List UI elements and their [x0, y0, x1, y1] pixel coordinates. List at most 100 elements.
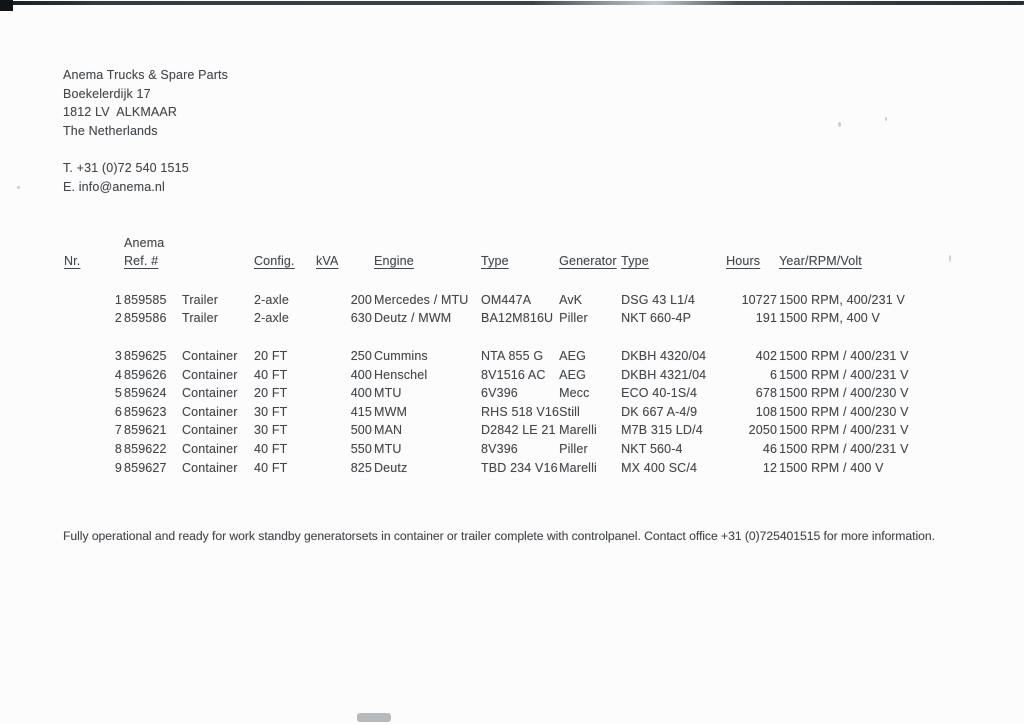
cell-body: Container [182, 423, 238, 438]
cell-ref: 859624 [124, 386, 167, 401]
cell-engine: MWM [374, 404, 408, 419]
table-row: 4 859626 Container 40 FT 400 Henschel 8V1516 A… [60, 363, 939, 382]
cell-engine-type: RHS 518 V16 [481, 404, 560, 419]
cell-nr: 1 [114, 292, 122, 307]
cell-hours: 191 [755, 311, 778, 326]
cell-config: 20 FT [254, 348, 288, 363]
cell-ref: 859623 [124, 404, 167, 419]
cell-hours: 108 [755, 404, 778, 419]
column-header-config: Config. [254, 254, 295, 269]
cell-nr: 2 [114, 311, 122, 326]
cell-nr: 3 [114, 348, 122, 363]
cell-year-rpm-volt: 1500 RPM / 400/231 V [779, 423, 909, 438]
scan-speck [885, 117, 887, 121]
cell-hours: 402 [755, 348, 778, 363]
cell-body: Container [182, 441, 238, 456]
cell-engine: Henschel [374, 367, 428, 382]
cell-year-rpm-volt: 1500 RPM / 400 V [779, 460, 884, 475]
cell-hours: 678 [755, 386, 778, 401]
cell-kva: 825 [350, 460, 372, 475]
table-header: Anema Nr. Ref. # Config. kVA Engine Type… [60, 231, 939, 269]
inventory-table: Anema Nr. Ref. # Config. kVA Engine Type… [60, 231, 939, 475]
cell-kva: 630 [350, 311, 372, 326]
company-name: Anema Trucks & Spare Parts [63, 68, 229, 82]
cell-generator-type: M7B 315 LD/4 [621, 423, 703, 438]
table-header-top-row: Anema [60, 231, 939, 250]
cell-body: Trailer [182, 292, 219, 307]
cell-generator-type: NKT 660-4P [621, 311, 692, 326]
cell-hours: 12 [762, 460, 778, 475]
spacer [60, 231, 124, 250]
cell-body: Container [182, 367, 238, 382]
column-header-year-rpm-volt: Year/RPM/Volt [779, 254, 862, 269]
cell-config: 40 FT [254, 460, 288, 475]
email-line: E. info@anema.nl [63, 179, 165, 194]
cell-ref: 859621 [124, 423, 167, 438]
scan-artifact-bottom-smudge [357, 713, 391, 722]
cell-generator-type: DK 667 A-4/9 [621, 404, 698, 419]
cell-config: 30 FT [254, 423, 288, 438]
table-row: 8 859622 Container 40 FT 550 MTU 8V396 Piller NK… [60, 437, 939, 456]
cell-ref: 859585 [124, 292, 167, 307]
cell-generator: AEG [559, 367, 586, 382]
cell-engine: Cummins [374, 348, 428, 363]
cell-generator: Piller [559, 441, 588, 456]
cell-engine-type: 6V396 [481, 386, 518, 401]
table-row: 6 859623 Container 30 FT 415 MWM RHS 518 V16 St… [60, 400, 939, 419]
cell-kva: 415 [350, 404, 372, 419]
address-city: 1812 LV ALKMAAR [63, 105, 178, 120]
footer-note: Fully operational and ready for work sta… [63, 529, 935, 543]
cell-engine-type: TBD 234 V16 [481, 460, 558, 475]
cell-body: Container [182, 460, 238, 475]
inventory-rows: 1 859585 Trailer 2-axle 200 Mercedes / MTU OM4… [60, 268, 939, 475]
cell-ref: 859625 [124, 348, 167, 363]
cell-engine: Mercedes / MTU [374, 292, 469, 307]
cell-generator: Mecc [559, 386, 590, 401]
cell-body: Container [182, 348, 238, 363]
cell-ref: 859622 [124, 441, 167, 456]
scan-speck [949, 255, 951, 262]
cell-generator: Still [559, 404, 580, 419]
cell-body: Trailer [182, 311, 219, 326]
table-row: 5 859624 Container 20 FT 400 MTU 6V396 Mecc ECO … [60, 382, 939, 401]
cell-engine-type: 8V1516 AC [481, 367, 546, 382]
scan-speck [838, 122, 841, 127]
phone-line: T. +31 (0)72 540 1515 [63, 161, 189, 176]
cell-ref: 859627 [124, 460, 167, 475]
cell-hours: 46 [762, 441, 778, 456]
cell-generator: Marelli [559, 460, 597, 475]
cell-nr: 7 [114, 423, 122, 438]
cell-generator-type: DSG 43 L1/4 [621, 292, 696, 307]
table-header-row: Nr. Ref. # Config. kVA Engine Type Gener… [60, 250, 939, 269]
table-row: 7 859621 Container 30 FT 500 MAN D2842 LE 21 Ma… [60, 419, 939, 438]
cell-kva: 400 [350, 386, 372, 401]
table-row: 9 859627 Container 40 FT 825 Deutz TBD 234 V16… [60, 456, 939, 475]
cell-body: Container [182, 386, 238, 401]
cell-hours: 10727 [741, 292, 778, 307]
cell-engine-type: 8V396 [481, 441, 518, 456]
cell-engine: MTU [374, 441, 402, 456]
cell-year-rpm-volt: 1500 RPM / 400/230 V [779, 386, 909, 401]
cell-kva: 250 [350, 348, 372, 363]
cell-nr: 9 [114, 460, 122, 475]
scan-artifact-top-edge [0, 1, 1024, 5]
column-header-engine-type: Type [481, 254, 509, 269]
cell-generator-type: MX 400 SC/4 [621, 460, 698, 475]
column-header-generator: Generator [559, 254, 617, 269]
cell-kva: 200 [350, 292, 372, 307]
cell-hours: 2050 [748, 423, 778, 438]
spacer [182, 231, 939, 250]
cell-body: Container [182, 404, 238, 419]
cell-generator-type: DKBH 4320/04 [621, 348, 707, 363]
cell-engine-type: OM447A [481, 292, 532, 307]
cell-engine-type: NTA 855 G [481, 348, 544, 363]
cell-year-rpm-volt: 1500 RPM, 400/231 V [779, 292, 905, 307]
header-ref-top-label: Anema [124, 235, 165, 250]
cell-generator: AvK [559, 292, 583, 307]
cell-engine-type: BA12M816U [481, 311, 554, 326]
cell-engine: MAN [374, 423, 403, 438]
cell-config: 40 FT [254, 367, 288, 382]
cell-year-rpm-volt: 1500 RPM / 400/231 V [779, 441, 909, 456]
address-street: Boekelerdijk 17 [63, 86, 151, 101]
